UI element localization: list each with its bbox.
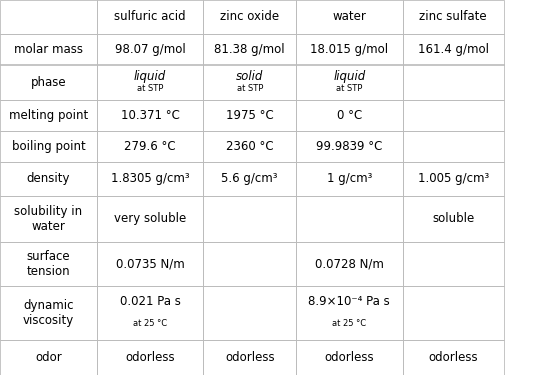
Text: 1.005 g/cm³: 1.005 g/cm³ [418, 172, 489, 185]
Text: at STP: at STP [137, 84, 163, 93]
Text: at 25 °C: at 25 °C [133, 319, 167, 328]
Bar [0, 100, 97, 131]
Text: 279.6 °C: 279.6 °C [125, 140, 176, 153]
Bar [296, 196, 403, 242]
Bar [203, 100, 296, 131]
Text: dynamic
viscosity: dynamic viscosity [23, 299, 74, 327]
Bar [0, 196, 97, 242]
Bar [97, 196, 203, 242]
Text: 0 °C: 0 °C [337, 110, 362, 122]
Bar [97, 131, 203, 162]
Text: 161.4 g/mol: 161.4 g/mol [418, 43, 489, 56]
Text: 8.9×10⁻⁴ Pa s: 8.9×10⁻⁴ Pa s [308, 296, 390, 309]
Bar [97, 242, 203, 286]
Bar [0, 340, 97, 375]
Text: 18.015 g/mol: 18.015 g/mol [310, 43, 388, 56]
Text: solubility in
water: solubility in water [14, 205, 83, 233]
Bar [296, 162, 403, 196]
Bar [296, 34, 403, 64]
Bar [203, 340, 296, 375]
Text: liquid: liquid [134, 69, 166, 82]
Text: density: density [27, 172, 70, 185]
Bar [97, 64, 203, 101]
Bar [403, 131, 504, 162]
Text: zinc oxide: zinc oxide [220, 10, 279, 23]
Text: odorless: odorless [428, 351, 478, 364]
Text: 99.9839 °C: 99.9839 °C [316, 140, 382, 153]
Bar [403, 34, 504, 64]
Text: surface
tension: surface tension [27, 250, 70, 278]
Bar [296, 340, 403, 375]
Bar [97, 340, 203, 375]
Text: phase: phase [30, 76, 66, 89]
Text: boiling point: boiling point [11, 140, 85, 153]
Text: 81.38 g/mol: 81.38 g/mol [214, 43, 285, 56]
Bar [0, 242, 97, 286]
Bar [0, 131, 97, 162]
Bar [203, 131, 296, 162]
Text: at STP: at STP [336, 84, 362, 93]
Text: odorless: odorless [225, 351, 275, 364]
Text: very soluble: very soluble [114, 213, 186, 225]
Text: 1 g/cm³: 1 g/cm³ [326, 172, 372, 185]
Text: liquid: liquid [333, 69, 366, 82]
Bar [0, 34, 97, 64]
Bar [403, 196, 504, 242]
Bar [0, 64, 97, 101]
Text: 5.6 g/cm³: 5.6 g/cm³ [221, 172, 278, 185]
Bar [97, 162, 203, 196]
Bar [403, 242, 504, 286]
Bar [296, 242, 403, 286]
Text: 1.8305 g/cm³: 1.8305 g/cm³ [111, 172, 189, 185]
Bar [203, 0, 296, 34]
Bar [403, 286, 504, 340]
Text: soluble: soluble [432, 213, 474, 225]
Text: 10.371 °C: 10.371 °C [121, 110, 180, 122]
Bar [0, 0, 97, 34]
Bar [0, 286, 97, 340]
Text: 1975 °C: 1975 °C [226, 110, 274, 122]
Text: zinc sulfate: zinc sulfate [419, 10, 487, 23]
Bar [403, 0, 504, 34]
Bar [97, 0, 203, 34]
Text: odorless: odorless [324, 351, 374, 364]
Bar [203, 34, 296, 64]
Text: 98.07 g/mol: 98.07 g/mol [115, 43, 186, 56]
Bar [296, 131, 403, 162]
Text: molar mass: molar mass [14, 43, 83, 56]
Text: 0.0735 N/m: 0.0735 N/m [116, 258, 184, 270]
Bar [97, 286, 203, 340]
Bar [97, 34, 203, 64]
Text: sulfuric acid: sulfuric acid [114, 10, 186, 23]
Bar [403, 162, 504, 196]
Bar [203, 64, 296, 101]
Bar [203, 286, 296, 340]
Text: 0.021 Pa s: 0.021 Pa s [120, 296, 181, 309]
Text: 2360 °C: 2360 °C [226, 140, 274, 153]
Text: odor: odor [35, 351, 62, 364]
Bar [296, 100, 403, 131]
Bar [403, 340, 504, 375]
Bar [97, 100, 203, 131]
Text: solid: solid [236, 69, 263, 82]
Bar [296, 64, 403, 101]
Bar [203, 242, 296, 286]
Text: at STP: at STP [237, 84, 263, 93]
Bar [0, 162, 97, 196]
Text: melting point: melting point [9, 110, 88, 122]
Bar [203, 162, 296, 196]
Bar [203, 196, 296, 242]
Bar [403, 64, 504, 101]
Text: at 25 °C: at 25 °C [332, 319, 366, 328]
Bar [296, 0, 403, 34]
Bar [403, 100, 504, 131]
Text: water: water [332, 10, 366, 23]
Bar [296, 286, 403, 340]
Text: odorless: odorless [125, 351, 175, 364]
Text: 0.0728 N/m: 0.0728 N/m [315, 258, 384, 270]
